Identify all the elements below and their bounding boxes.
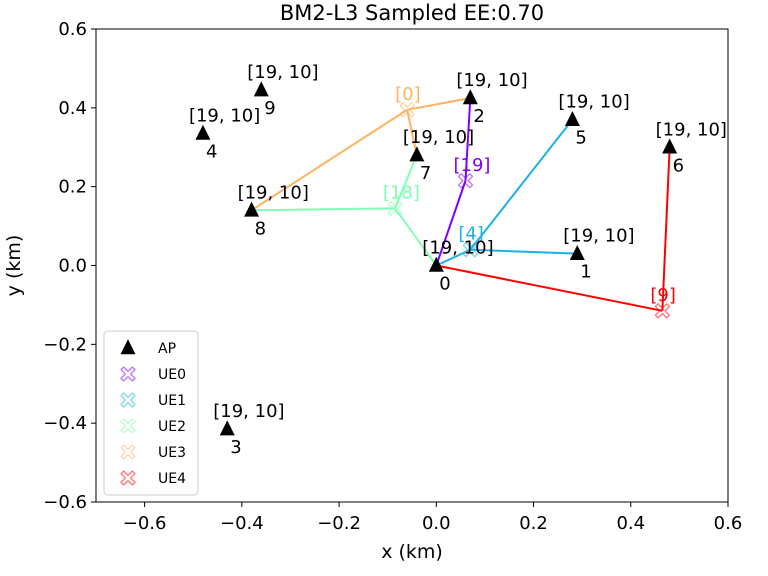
x-tick-label: −0.4 bbox=[220, 513, 264, 534]
ap-2-note: [19, 10] bbox=[456, 70, 527, 91]
legend-ue4-marker-shape bbox=[120, 470, 136, 486]
ap-7-id: 7 bbox=[420, 163, 431, 184]
ap-1-id: 1 bbox=[580, 262, 591, 283]
ap-3-note: [19, 10] bbox=[213, 401, 284, 422]
ue1-note: [4] bbox=[458, 224, 484, 245]
legend-ue3-marker-shape bbox=[120, 444, 136, 460]
x-tick-label: 0.6 bbox=[714, 513, 743, 534]
x-tick-label: −0.6 bbox=[123, 513, 167, 534]
legend-ue2-marker-shape bbox=[120, 418, 136, 434]
ap-7-marker bbox=[409, 146, 425, 162]
ue4-marker bbox=[654, 302, 671, 319]
ap-9-id: 9 bbox=[264, 98, 275, 119]
legend-ue1-marker bbox=[120, 392, 136, 408]
link-ue2-ap0 bbox=[394, 207, 438, 267]
legend-ue3-marker bbox=[120, 444, 136, 460]
ap-3-marker bbox=[219, 420, 235, 436]
ap-1-note: [19, 10] bbox=[563, 226, 634, 247]
ap-9-marker bbox=[253, 81, 269, 97]
ue1-marker-shape bbox=[462, 241, 479, 258]
ue2-marker-shape bbox=[387, 200, 403, 217]
ap-3-id: 3 bbox=[230, 437, 241, 458]
ap-2-marker bbox=[462, 89, 478, 105]
x-axis: −0.6 −0.4 −0.2 0.0 0.2 0.4 0.6 bbox=[123, 502, 743, 534]
ue3-marker bbox=[399, 101, 416, 118]
ap-0-id: 0 bbox=[439, 274, 450, 295]
link-ue0-ap0 bbox=[435, 180, 467, 266]
ap-6-marker bbox=[662, 138, 678, 154]
link-ue1-ap5 bbox=[469, 119, 574, 251]
legend: AP UE0 UE1 UE2 UE3 UE4 bbox=[103, 330, 199, 496]
ap-8-note: [19, 10] bbox=[238, 182, 309, 203]
ap-5-marker bbox=[564, 110, 580, 126]
y-tick-label: 0.4 bbox=[58, 98, 87, 119]
ap-2-id: 2 bbox=[473, 106, 484, 127]
legend-ue2-label: UE2 bbox=[158, 419, 186, 435]
legend-ue2-marker bbox=[120, 418, 136, 434]
ap-8-marker bbox=[244, 201, 260, 217]
y-tick-label: −0.2 bbox=[43, 334, 87, 355]
ue0-marker-shape bbox=[457, 172, 474, 189]
link-ue1-ap1 bbox=[470, 248, 578, 255]
legend-ap-label: AP bbox=[158, 341, 176, 357]
x-axis-title: x (km) bbox=[381, 541, 443, 563]
ap-6-id: 6 bbox=[673, 155, 684, 176]
link-lines bbox=[251, 96, 671, 312]
y-tick-label: 0.6 bbox=[58, 19, 87, 40]
user-markers: [19] [4] [18] [0] [9] bbox=[383, 84, 676, 319]
link-ue3-ap8 bbox=[251, 108, 408, 212]
legend-ue0-marker bbox=[120, 366, 136, 382]
y-tick-label: −0.6 bbox=[43, 492, 87, 513]
ap-4-id: 4 bbox=[206, 141, 217, 162]
chart-title: BM2-L3 Sampled EE:0.70 bbox=[280, 1, 544, 25]
y-tick-label: −0.4 bbox=[43, 413, 87, 434]
legend-box bbox=[103, 330, 199, 496]
legend-ue4-marker bbox=[120, 470, 136, 486]
ap-1-marker bbox=[569, 244, 585, 260]
x-tick-label: 0.2 bbox=[519, 513, 548, 534]
ap-5-note: [19, 10] bbox=[558, 92, 629, 113]
ap-0-marker bbox=[428, 256, 444, 272]
link-ue2-ap7 bbox=[394, 154, 418, 209]
ap-4-marker bbox=[195, 124, 211, 140]
ap-8-id: 8 bbox=[255, 218, 266, 239]
y-axis: −0.6 −0.4 −0.2 0.0 0.2 0.4 0.6 bbox=[43, 19, 96, 513]
ue4-marker-shape bbox=[654, 302, 671, 319]
link-ue4-ap0 bbox=[436, 264, 663, 312]
legend-ue3-label: UE3 bbox=[158, 445, 186, 461]
access-point-markers: [19, 10]0[19, 10]1[19, 10]2[19, 10]3[19,… bbox=[189, 62, 727, 458]
ue1-marker bbox=[462, 241, 479, 258]
ap-4-note: [19, 10] bbox=[189, 105, 260, 126]
ap-6-note: [19, 10] bbox=[656, 119, 727, 140]
legend-ue4-label: UE4 bbox=[158, 471, 186, 487]
link-ue2-ap8 bbox=[251, 207, 395, 212]
y-tick-label: 0.2 bbox=[58, 177, 87, 198]
ue2-note: [18] bbox=[383, 182, 420, 203]
ap-7-note: [19, 10] bbox=[403, 127, 474, 148]
ue0-note: [19] bbox=[453, 155, 490, 176]
legend-ue1-marker-shape bbox=[120, 392, 136, 408]
ue2-marker bbox=[387, 200, 403, 217]
x-tick-label: 0.4 bbox=[616, 513, 645, 534]
legend-ue1-label: UE1 bbox=[158, 393, 186, 409]
ue3-marker-shape bbox=[399, 101, 416, 118]
ue0-marker bbox=[457, 172, 474, 189]
x-tick-label: −0.2 bbox=[317, 513, 361, 534]
ap-5-id: 5 bbox=[575, 128, 586, 149]
ap-0-note: [19, 10] bbox=[422, 238, 493, 259]
x-tick-label: 0.0 bbox=[422, 513, 451, 534]
legend-ue0-label: UE0 bbox=[158, 367, 186, 383]
legend-ue0-marker-shape bbox=[120, 366, 136, 382]
y-axis-title: y (km) bbox=[3, 235, 25, 297]
legend-ap-marker bbox=[120, 339, 136, 355]
link-ue0-ap2 bbox=[464, 97, 472, 181]
y-tick-label: 0.0 bbox=[58, 256, 87, 277]
link-ue4-ap6 bbox=[661, 147, 671, 311]
link-ue3-ap2 bbox=[406, 96, 471, 111]
link-ue3-ap7 bbox=[406, 109, 418, 156]
ue3-note: [0] bbox=[395, 84, 421, 105]
ap-9-note: [19, 10] bbox=[247, 62, 318, 83]
ue4-note: [9] bbox=[650, 285, 676, 306]
